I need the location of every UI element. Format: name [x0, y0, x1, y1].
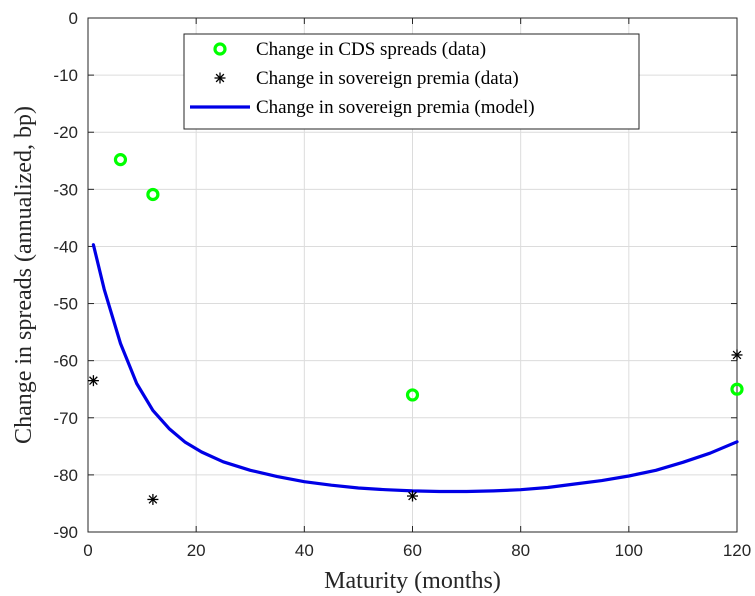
y-tick-label: -50 [53, 295, 78, 314]
y-tick-label: -90 [53, 523, 78, 542]
axis-ticks: 0 20 40 60 80 100 120 0 -10 -20 -30 -40 -50 -60 -70 -80… [53, 9, 751, 560]
legend-label: Change in sovereign premia (model) [256, 97, 535, 118]
sovereign-data-point [147, 493, 159, 505]
x-tick-label: 100 [615, 541, 643, 560]
legend: Change in CDS spreads (data) Change in so… [183, 33, 640, 130]
x-tick-label: 40 [295, 541, 314, 560]
legend-box [183, 33, 640, 130]
y-tick-label: 0 [69, 9, 78, 28]
y-tick-label: -30 [53, 180, 78, 199]
model-line [91, 243, 739, 494]
y-tick-label: -80 [53, 466, 78, 485]
cds-data-point [730, 382, 744, 396]
y-tick-label: -10 [53, 66, 78, 85]
sovereign-data-point [407, 490, 418, 502]
cds-data-point [146, 187, 160, 202]
y-axis-label: Change in spreads (annualized, bp) [11, 106, 37, 444]
x-tick-label: 60 [403, 541, 422, 560]
x-tick-label: 80 [511, 541, 530, 560]
y-tick-label: -70 [53, 409, 78, 428]
sovereign-data-point [87, 375, 99, 387]
data-series [87, 153, 744, 505]
legend-star-marker [214, 72, 226, 84]
cds-data-point [113, 153, 128, 167]
y-tick-label: -20 [53, 123, 78, 142]
y-tick-label: -60 [53, 352, 78, 371]
legend-circle-marker [213, 42, 227, 56]
legend-label: Change in CDS spreads (data) [256, 39, 486, 60]
legend-label: Change in sovereign premia (data) [256, 68, 519, 89]
y-tick-label: -40 [53, 237, 78, 256]
sovereign-data-point [731, 349, 743, 361]
cds-data-point [405, 388, 420, 402]
x-tick-label: 20 [187, 541, 206, 560]
x-tick-label: 120 [723, 541, 751, 560]
x-axis-label: Maturity (months) [324, 568, 501, 594]
x-tick-label: 0 [83, 541, 92, 560]
